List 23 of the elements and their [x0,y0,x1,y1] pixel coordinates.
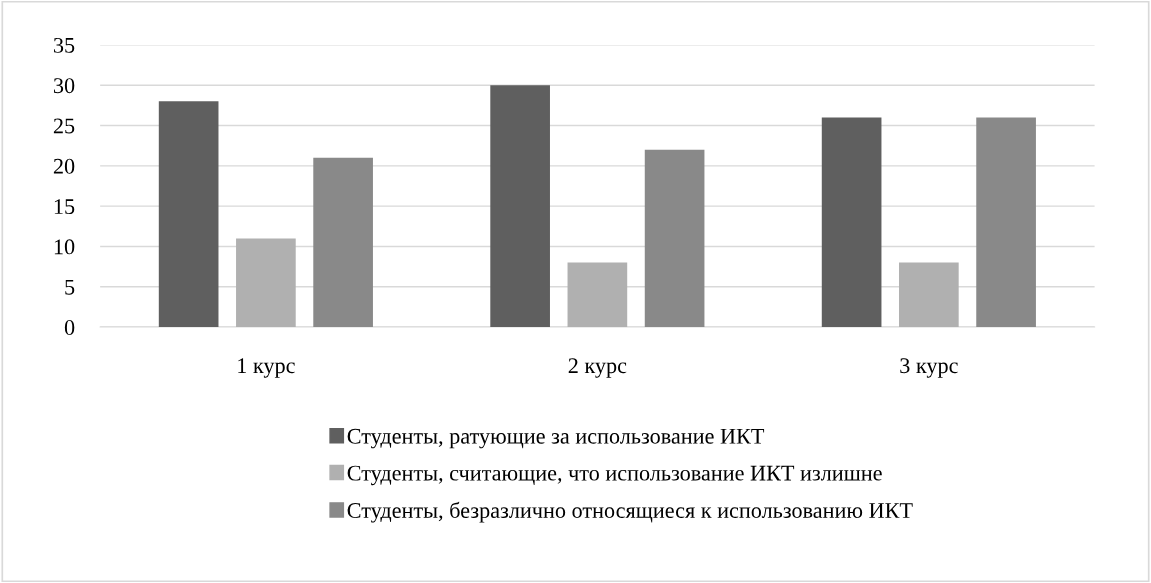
x-tick-label: 1 курс [238,358,295,378]
bar [313,157,373,328]
bar [821,117,882,328]
x-tick-label: 3 курс [900,358,958,378]
bar [236,238,296,328]
bar [899,262,959,328]
y-tick-label: 30 [53,78,75,94]
legend-label: Студенты, считающие, что использование ИКТ излишне [347,465,882,486]
y-tick-label: 5 [65,279,75,295]
bar [567,262,628,328]
bar [490,85,550,328]
legend-label: Студенты, ратующие за использование ИКТ [347,428,765,449]
bar [976,117,1036,328]
y-tick-label: 25 [53,118,75,134]
y-tick-label: 35 [53,37,75,53]
y-tick-label: 0 [64,320,75,335]
bar [158,101,219,328]
x-tick-label: 2 курс [568,358,627,378]
legend-label: Студенты, безразлично относящиеся к использованию ИКТ [347,501,913,523]
bar [644,149,705,328]
y-tick-label: 10 [54,239,75,255]
y-tick-label: 15 [54,199,75,215]
y-tick-label: 20 [53,158,75,174]
